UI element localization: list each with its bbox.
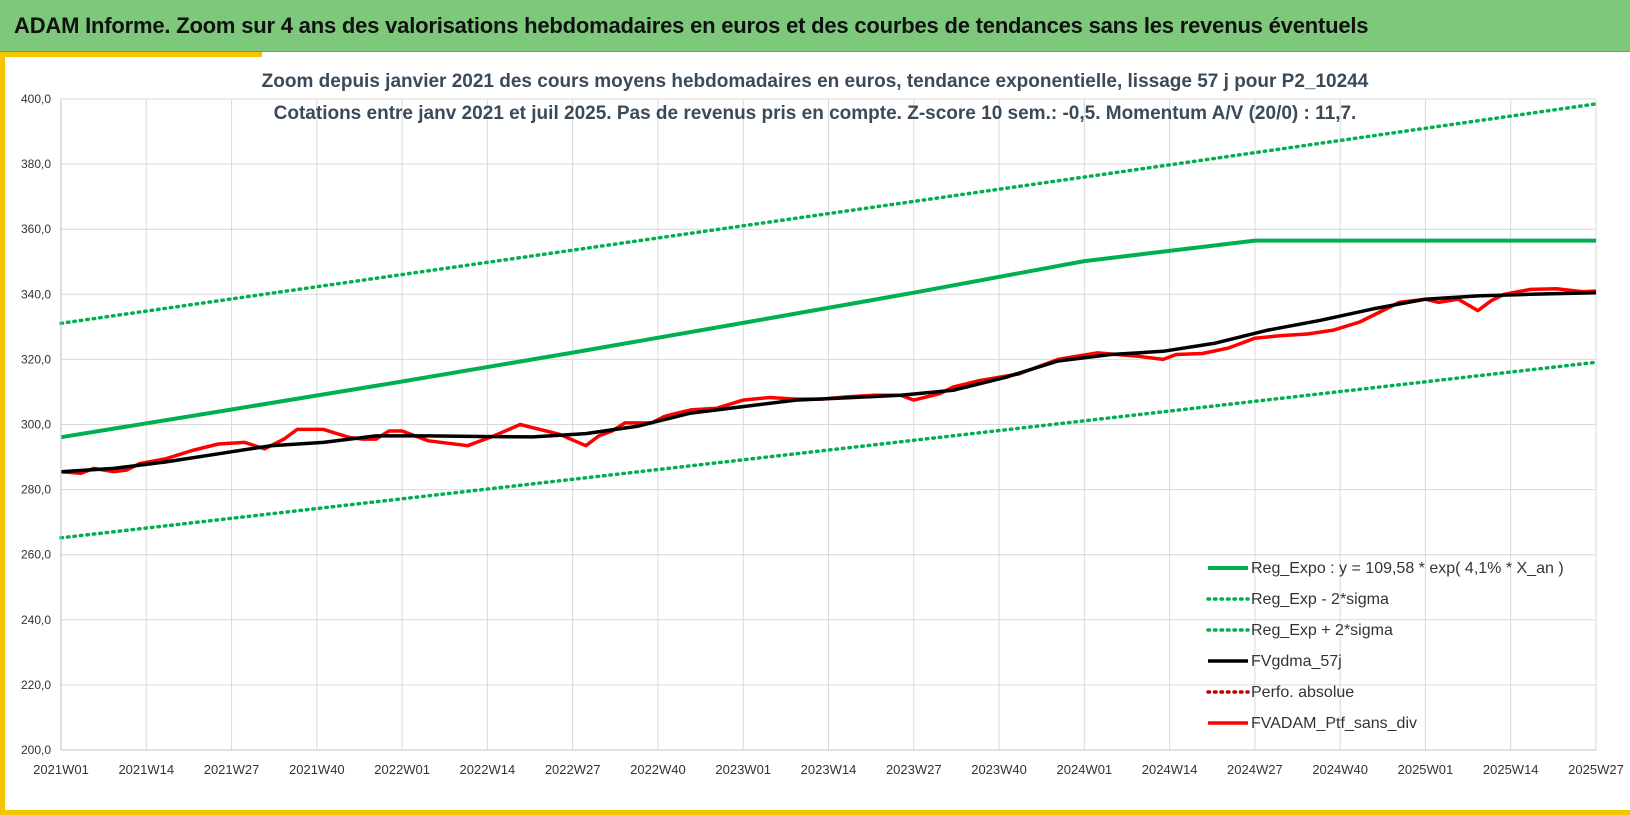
y-tick-label: 360,0 <box>21 222 51 236</box>
x-tick-label: 2025W27 <box>1568 762 1624 777</box>
y-tick-label: 200,0 <box>21 743 51 757</box>
x-tick-label: 2024W14 <box>1142 762 1198 777</box>
series-line <box>60 238 1596 440</box>
y-tick-label: 280,0 <box>21 483 51 497</box>
x-tick-label: 2021W14 <box>118 762 174 777</box>
x-tick-label: 2023W14 <box>801 762 857 777</box>
y-tick-label: 400,0 <box>21 92 51 106</box>
legend-label: Reg_Expo : y = 109,58 * exp( 4,1% * X_an… <box>1251 560 1564 577</box>
y-tick-label: 260,0 <box>21 548 51 562</box>
x-tick-label: 2021W01 <box>33 762 89 777</box>
frame-accent-bottom <box>975 810 1069 815</box>
y-axis: 200,0 220,0 240,0 260,0 280,0 300,0 320,0 340,0… <box>21 92 62 757</box>
legend-label: Perfo. absolue <box>1251 684 1354 701</box>
legend-label: Reg_Exp + 2*sigma <box>1251 622 1393 639</box>
legend: Reg_Expo : y = 109,58 * exp( 4,1% * X_an… <box>1206 560 1564 732</box>
frame-accent-bottom <box>693 810 787 815</box>
chart-frame <box>0 52 1630 815</box>
x-tick-label: 2022W01 <box>374 762 430 777</box>
legend-label: FVADAM_Ptf_sans_div <box>1251 715 1417 732</box>
x-tick-label: 2021W40 <box>289 762 345 777</box>
series-line <box>59 360 1598 540</box>
x-tick-label: 2022W27 <box>545 762 601 777</box>
y-tick-label: 380,0 <box>21 157 51 171</box>
report-header: ADAM Informe. Zoom sur 4 ans des valoris… <box>0 0 1630 52</box>
series-line <box>60 290 1597 474</box>
legend-label: Reg_Exp - 2*sigma <box>1251 591 1389 608</box>
x-tick-label: 2025W14 <box>1483 762 1539 777</box>
x-tick-label: 2023W27 <box>886 762 942 777</box>
y-tick-label: 320,0 <box>21 352 51 366</box>
x-tick-label: 2021W27 <box>204 762 260 777</box>
frame-accent-top <box>0 52 262 57</box>
chart-title: Zoom depuis janvier 2021 des cours moyen… <box>261 71 1369 92</box>
y-tick-label: 340,0 <box>21 287 51 301</box>
x-tick-label: 2023W40 <box>971 762 1027 777</box>
series-line <box>59 102 1598 326</box>
y-tick-label: 220,0 <box>21 678 51 692</box>
y-tick-label: 300,0 <box>21 418 51 432</box>
legend-label: FVgdma_57j <box>1251 653 1342 670</box>
y-tick-label: 240,0 <box>21 613 51 627</box>
chart-subtitle: Cotations entre janv 2021 et juil 2025. … <box>273 103 1357 124</box>
report-title: ADAM Informe. Zoom sur 4 ans des valoris… <box>14 13 1369 38</box>
x-tick-label: 2025W01 <box>1398 762 1454 777</box>
x-tick-label: 2022W14 <box>460 762 516 777</box>
x-tick-label: 2023W01 <box>715 762 771 777</box>
x-tick-label: 2024W01 <box>1057 762 1113 777</box>
series-line <box>60 287 1597 476</box>
x-tick-label: 2024W27 <box>1227 762 1283 777</box>
grid <box>60 98 1597 751</box>
x-tick-label: 2022W40 <box>630 762 686 777</box>
series-lines <box>59 102 1598 540</box>
x-axis: 2021W01 2021W14 2021W27 2021W40 2022W01 2022W… <box>33 749 1624 777</box>
x-tick-label: 2024W40 <box>1312 762 1368 777</box>
